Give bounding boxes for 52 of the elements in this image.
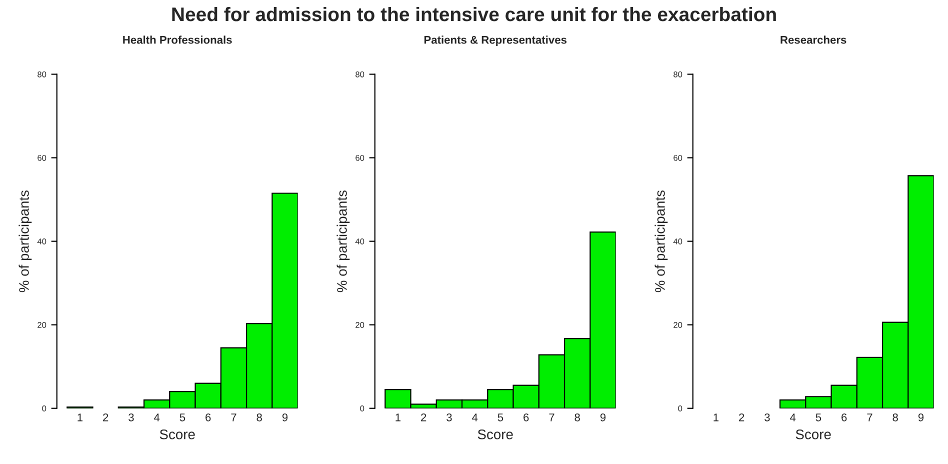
x-tick-label: 9	[600, 413, 606, 422]
y-axis-title: % of participants	[336, 190, 350, 292]
chart-subtitle: Patients & Representatives	[424, 36, 567, 46]
x-tick-label: 5	[180, 414, 186, 422]
x-tick-label: 1	[396, 414, 400, 422]
x-tick-label: 8	[574, 413, 580, 422]
x-tick-label: 8	[256, 413, 262, 422]
x-tick-label: 1	[78, 414, 82, 422]
x-tick-label: 4	[790, 414, 796, 422]
x-tick-label: 9	[918, 413, 924, 422]
x-tick-label: 5	[498, 414, 504, 422]
y-tick-label: 80	[674, 71, 682, 78]
y-tick-label: 20	[356, 322, 364, 328]
x-tick-label: 4	[154, 414, 160, 422]
x-tick-label: 6	[524, 413, 529, 422]
x-tick-label: 2	[421, 413, 426, 422]
x-tick-label: 5	[816, 414, 822, 422]
y-tick-label: 0	[360, 406, 364, 412]
x-tick-label: 6	[842, 413, 847, 422]
chart-subtitle: Researchers	[780, 36, 846, 44]
y-tick-label: 60	[356, 154, 364, 161]
x-tick-label: 1	[714, 414, 718, 422]
x-tick-label: 2	[103, 413, 108, 422]
y-tick-label: 40	[673, 238, 682, 244]
x-tick-label: 2	[739, 413, 744, 422]
x-tick-label: 8	[892, 413, 898, 422]
y-tick-label: 80	[38, 71, 46, 78]
x-axis-title: Score	[478, 429, 513, 440]
y-axis-title: % of participants	[18, 190, 32, 292]
y-tick-label: 0	[42, 406, 46, 412]
x-tick-label: 7	[867, 414, 872, 422]
y-axis-title: % of participants	[654, 190, 668, 292]
x-tick-label: 4	[472, 414, 478, 422]
x-axis-title: Score	[160, 429, 195, 440]
y-tick-label: 60	[38, 154, 46, 161]
y-tick-label: 40	[355, 238, 364, 244]
x-tick-label: 9	[282, 413, 288, 422]
x-axis-title: Score	[796, 429, 831, 440]
x-tick-label: 6	[206, 413, 211, 422]
y-tick-label: 20	[674, 322, 682, 328]
x-tick-label: 3	[764, 413, 770, 422]
x-tick-label: 7	[231, 414, 236, 422]
text: Need for admission to the intensive care unit for the exacerbation	[172, 6, 776, 22]
x-tick-label: 3	[446, 413, 452, 422]
y-tick-label: 0	[678, 406, 682, 412]
chart-subtitle: Health Professionals	[123, 36, 232, 44]
x-tick-label: 7	[549, 414, 554, 422]
y-tick-label: 60	[674, 154, 682, 161]
y-tick-label: 80	[356, 71, 364, 78]
x-tick-label: 3	[128, 413, 134, 422]
y-tick-label: 20	[38, 322, 46, 328]
y-tick-label: 40	[37, 238, 46, 244]
